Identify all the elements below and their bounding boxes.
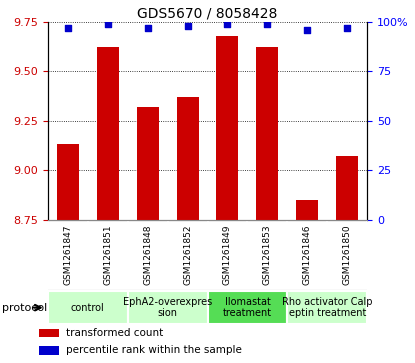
Bar (39, 329, 59, 337)
Text: protocol: protocol (2, 303, 47, 313)
Text: Rho activator Calp
eptin treatment: Rho activator Calp eptin treatment (282, 297, 373, 318)
Text: GSM1261849: GSM1261849 (223, 225, 232, 285)
Text: GSM1261850: GSM1261850 (343, 225, 352, 285)
Point (104, 21, 111, 26)
Bar (48, 291, 128, 324)
Text: GSM1261846: GSM1261846 (303, 225, 312, 285)
Point (304, 27, 311, 33)
Bar (39, 346, 59, 355)
Bar (256, 48, 278, 220)
Point (184, 23, 191, 29)
Point (344, 25, 351, 30)
Bar (128, 291, 208, 324)
Bar (336, 156, 358, 220)
Text: GSM1261848: GSM1261848 (143, 225, 152, 285)
Point (264, 21, 271, 26)
Bar (176, 97, 198, 220)
Bar (217, 36, 239, 220)
Text: Ilomastat
treatment: Ilomastat treatment (223, 297, 272, 318)
Text: transformed count: transformed count (66, 328, 163, 338)
Bar (137, 107, 159, 220)
Bar (287, 291, 367, 324)
Text: GSM1261852: GSM1261852 (183, 225, 192, 285)
Point (144, 25, 151, 30)
Point (224, 21, 231, 26)
Text: GSM1261851: GSM1261851 (103, 225, 112, 285)
Text: EphA2-overexpres
sion: EphA2-overexpres sion (123, 297, 212, 318)
Text: percentile rank within the sample: percentile rank within the sample (66, 346, 242, 355)
Bar (57, 144, 79, 220)
Bar (97, 48, 119, 220)
Text: GSM1261847: GSM1261847 (63, 225, 72, 285)
Text: control: control (71, 303, 105, 313)
Bar (208, 291, 287, 324)
Text: GSM1261853: GSM1261853 (263, 225, 272, 285)
Title: GDS5670 / 8058428: GDS5670 / 8058428 (137, 7, 278, 21)
Bar (296, 200, 318, 220)
Point (64, 25, 71, 30)
